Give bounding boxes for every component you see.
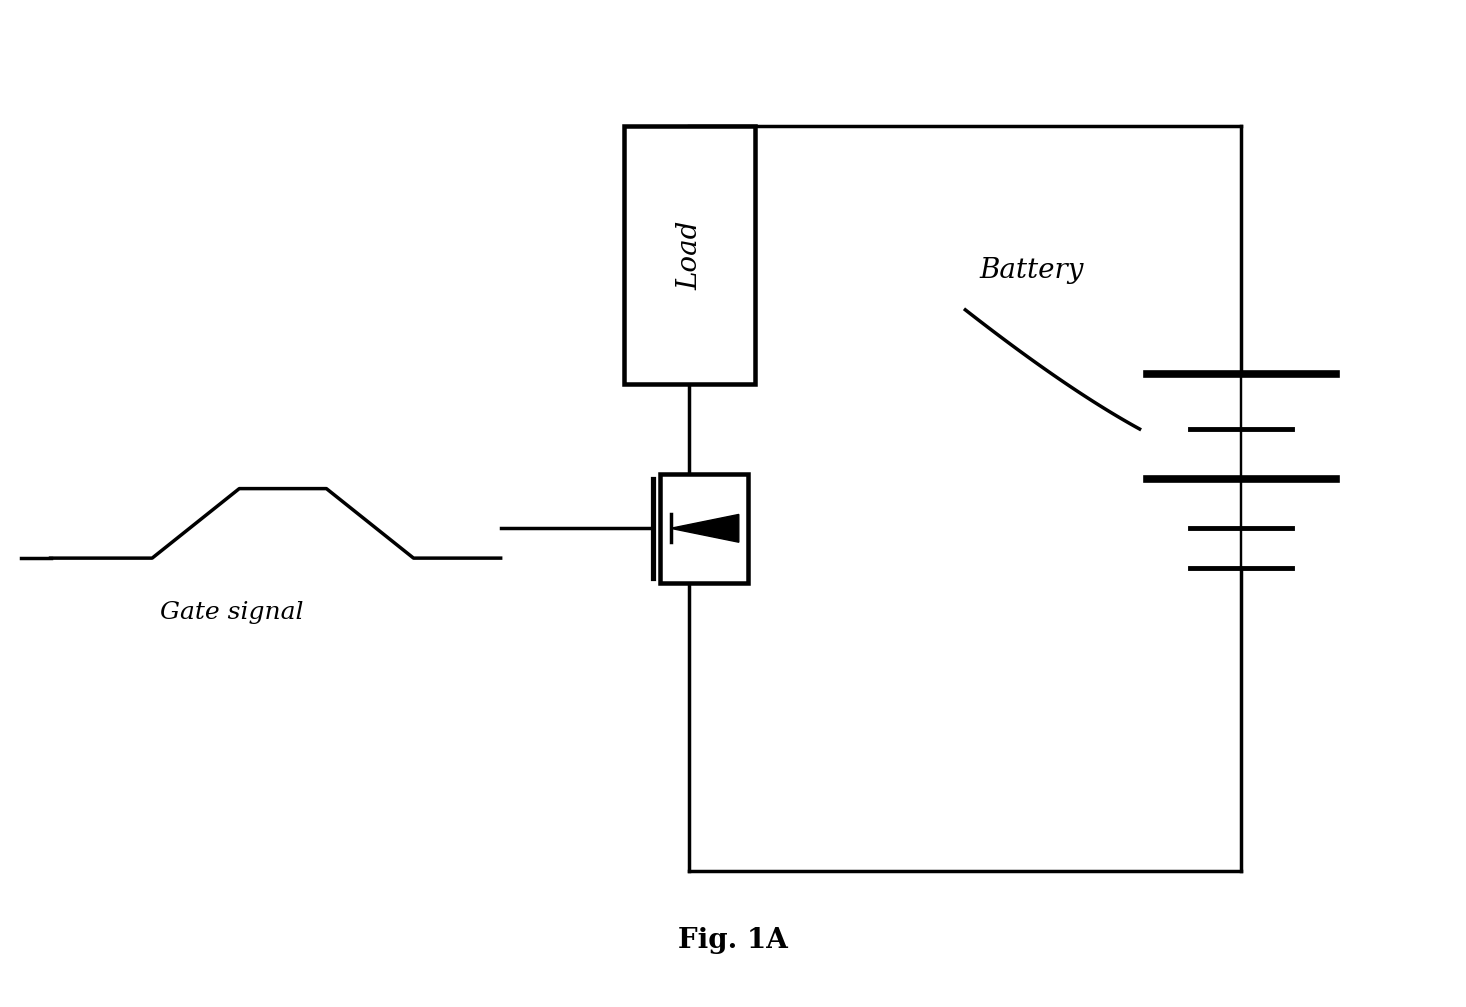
Bar [625, 126, 755, 385]
Polygon shape [670, 515, 739, 542]
Text: Battery: Battery [979, 257, 1085, 284]
Text: Load: Load [676, 221, 702, 290]
Bar [660, 473, 748, 583]
Text: Fig. 1A: Fig. 1A [679, 927, 787, 954]
Text: Gate signal: Gate signal [160, 601, 303, 624]
